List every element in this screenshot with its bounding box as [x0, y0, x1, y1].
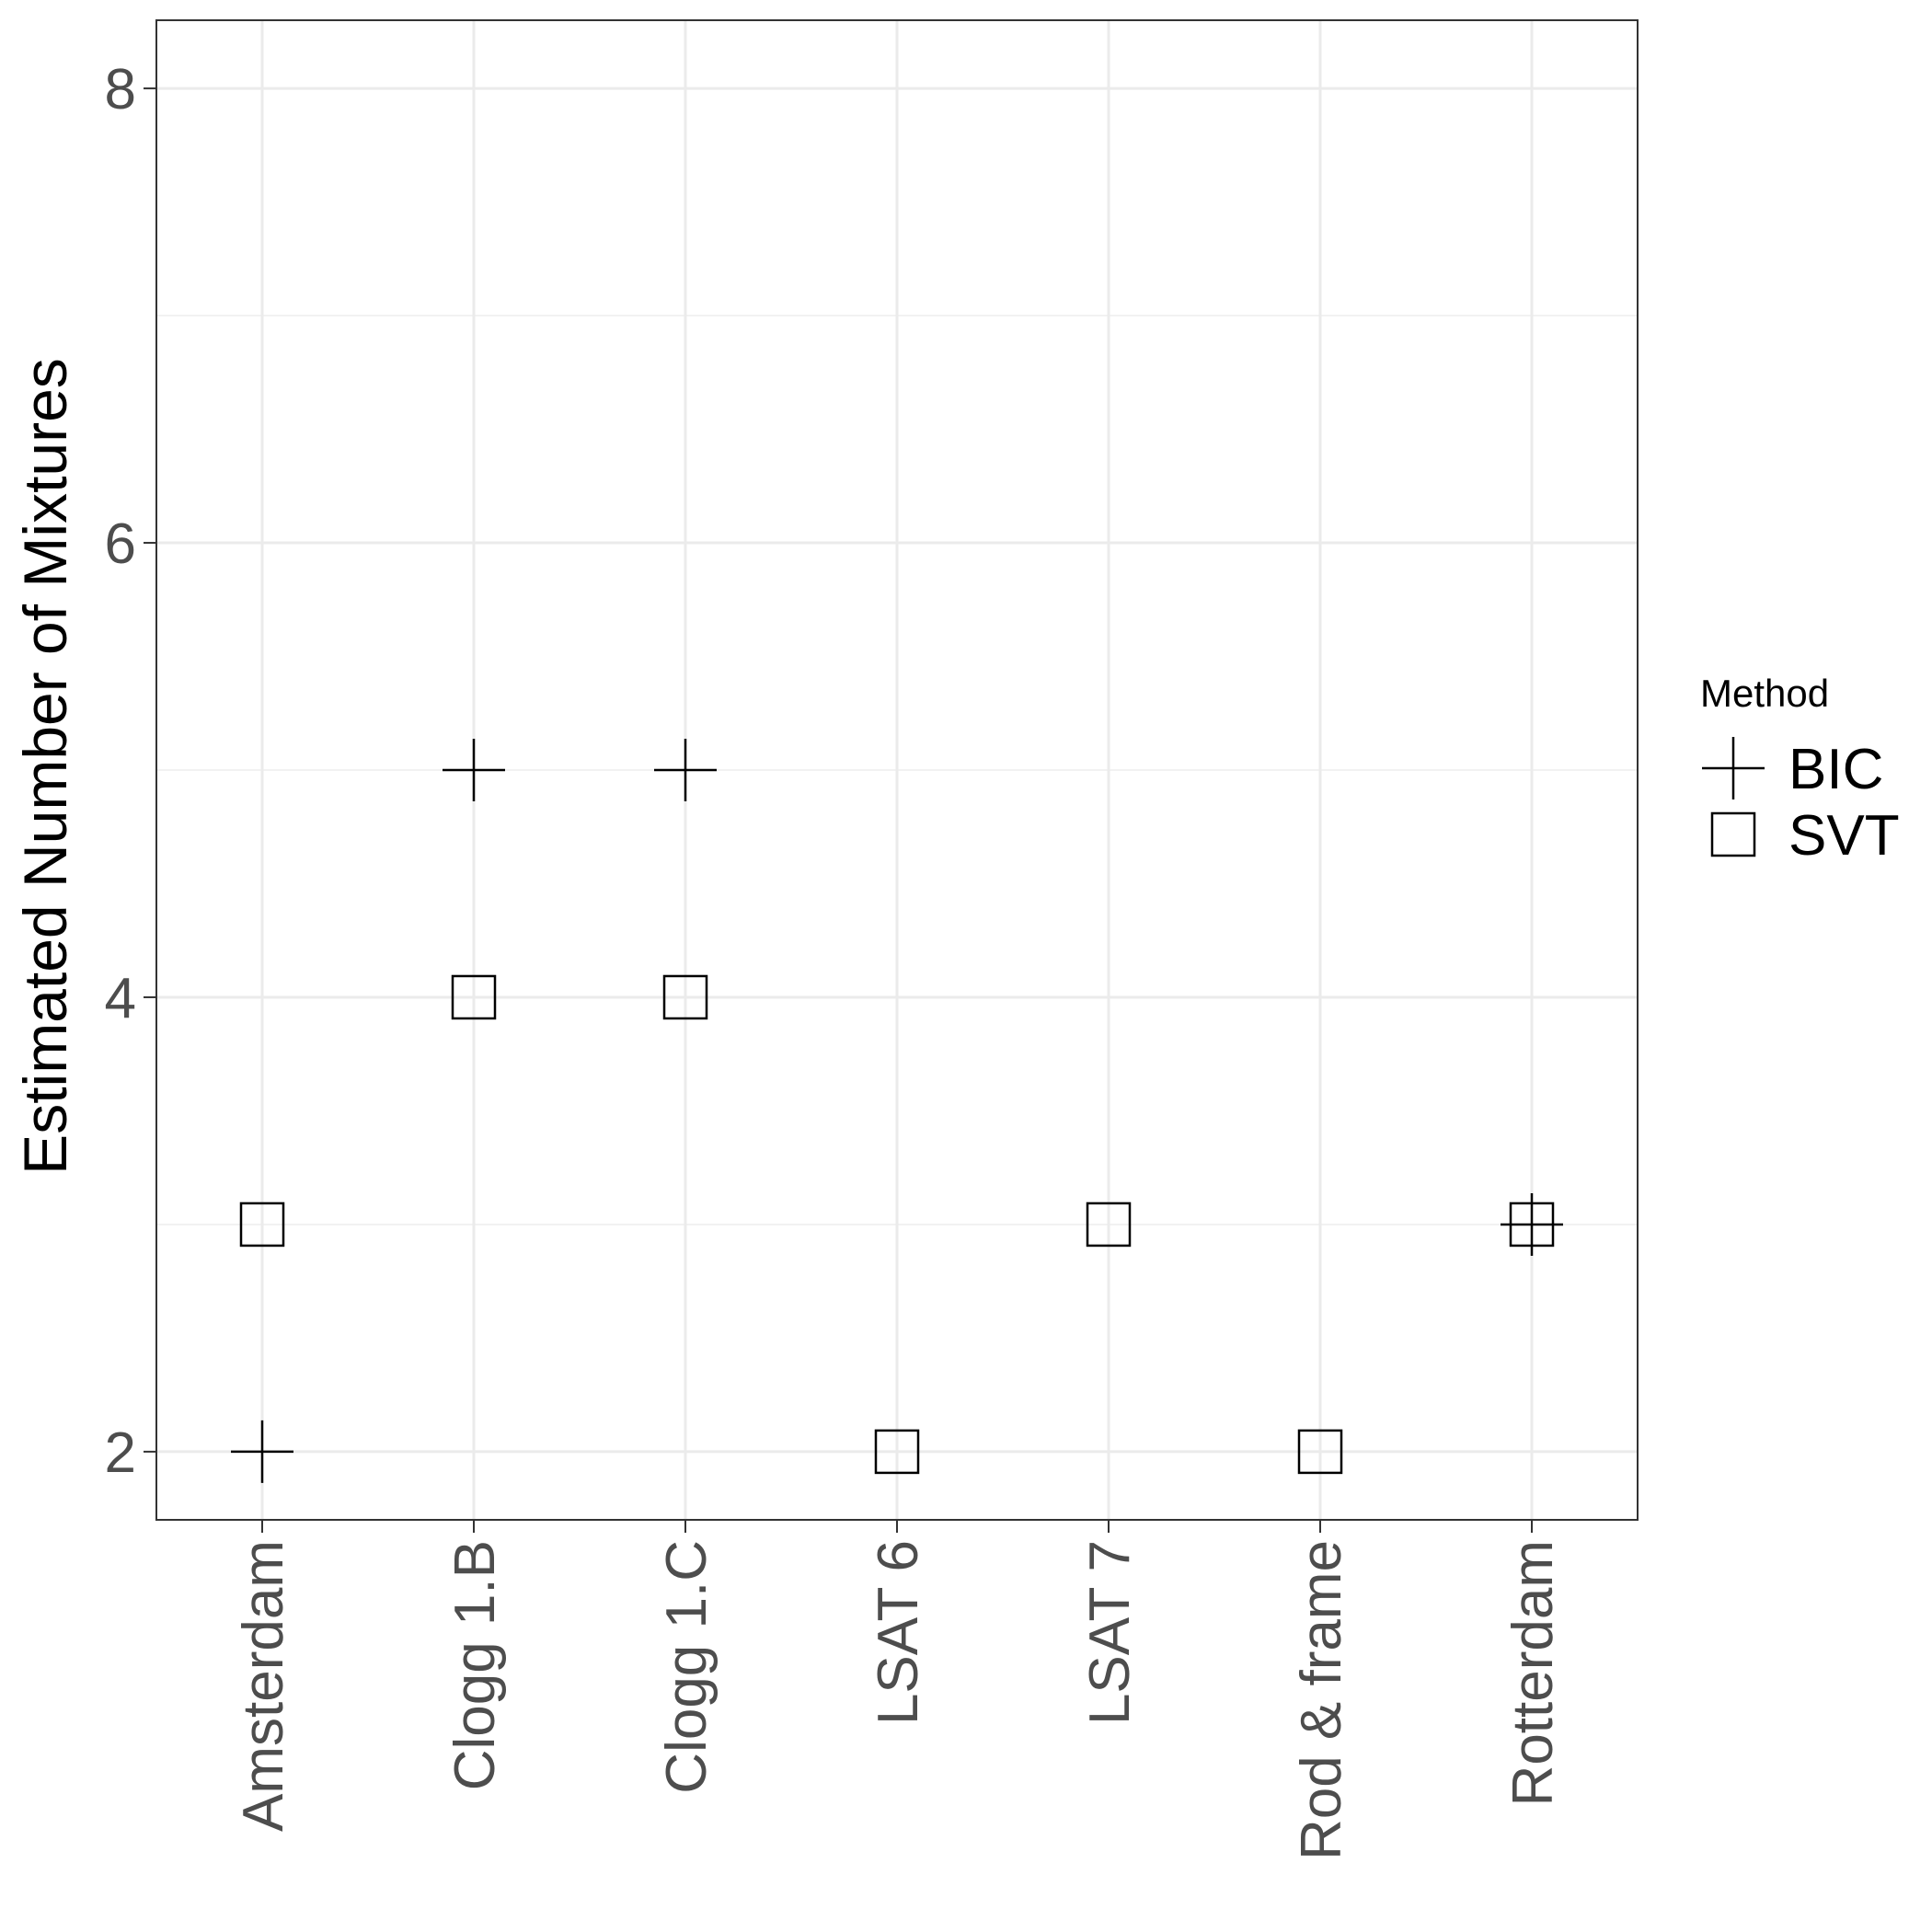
x-tick-label: LSAT 6: [867, 1540, 930, 1725]
y-axis-title: Estimated Number of Mixtures: [11, 358, 79, 1175]
major-gridlines: [156, 20, 1638, 1520]
svt-point: [451, 974, 497, 1020]
y-tick-label: 4: [105, 967, 136, 1030]
x-tick-label: Amsterdam: [232, 1540, 295, 1832]
y-tick-label: 2: [105, 1421, 136, 1485]
legend-label: BIC: [1788, 738, 1883, 801]
bic-point: [231, 1420, 293, 1483]
x-axis: Amsterdam Clogg 1.B Clogg 1.C LSAT 6 LSAT 7 R…: [232, 1520, 1565, 1860]
bic-point: [1501, 1192, 1563, 1256]
x-tick-label: Rotterdam: [1501, 1540, 1565, 1806]
svt-point: [874, 1429, 920, 1475]
bic-point: [654, 739, 717, 801]
y-tick-label: 6: [105, 512, 136, 576]
legend-key-plus-icon: [1702, 737, 1765, 799]
svt-point: [239, 1202, 285, 1248]
x-tick-label: Clogg 1.B: [443, 1540, 507, 1790]
y-tick-label: 8: [105, 58, 136, 121]
x-tick-label: Rod & frame: [1290, 1540, 1353, 1860]
legend-key-square-icon: [1710, 811, 1756, 857]
y-axis: 2 4 6 8: [105, 58, 156, 1485]
x-tick-label: Clogg 1.C: [655, 1540, 719, 1794]
svt-point: [662, 974, 708, 1020]
data-points: [231, 739, 1563, 1483]
bic-point: [443, 739, 505, 801]
legend-title: Method: [1700, 672, 1829, 715]
svt-point: [1086, 1202, 1132, 1248]
legend-label: SVT: [1788, 804, 1900, 868]
x-tick-label: LSAT 7: [1078, 1540, 1142, 1725]
svt-point: [1297, 1429, 1343, 1475]
